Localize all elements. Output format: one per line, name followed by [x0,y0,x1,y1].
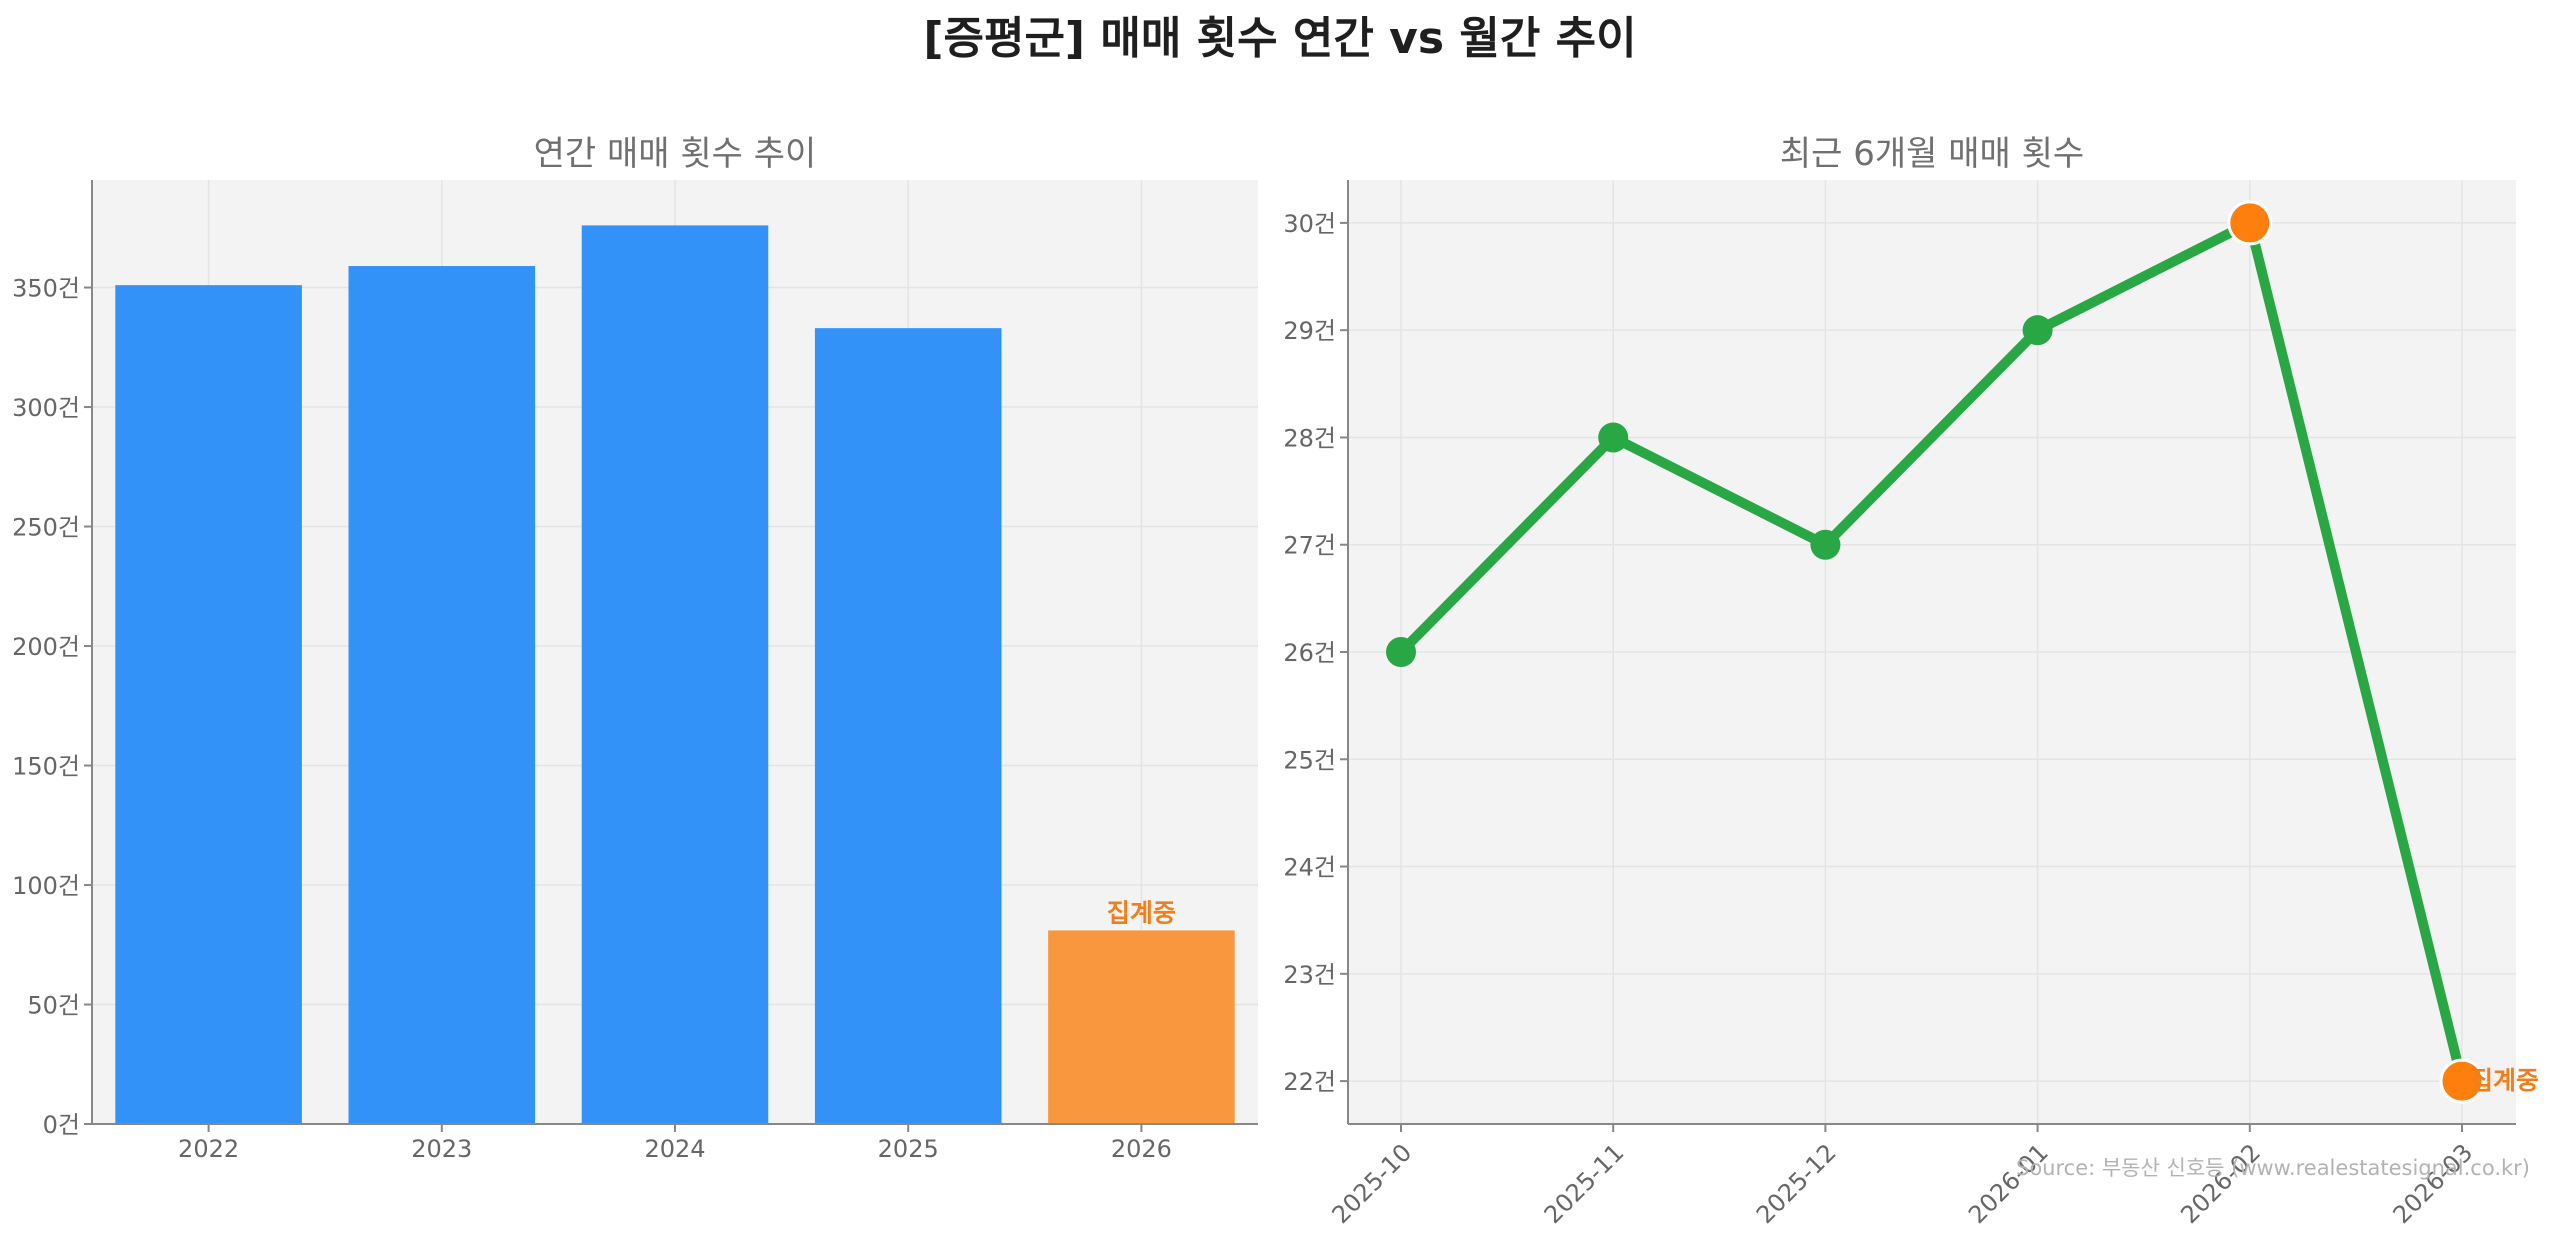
annual-x-tick-label: 2022 [178,1135,239,1163]
point-2026-03 [2439,1058,2485,1104]
annual-y-ticks: 0건 50건 100건 150건 200건 250건 300건 350건 [12,275,92,1139]
monthly-y-tick-label: 25건 [1283,746,1336,774]
annual-bars [115,225,1235,1125]
monthly-x-tick-label: 2025-10 [1327,1138,1418,1229]
annual-x-tick-label: 2025 [878,1135,939,1163]
annual-y-tick-label: 200건 [12,633,80,661]
page-title: [증평군] 매매 횟수 연간 vs 월간 추이 [923,13,1637,64]
annual-x-tick-label: 2026 [1111,1135,1172,1163]
point-2025-12 [1810,529,1841,560]
monthly-line-chart: 22건 23건 24건 25건 26건 27건 28건 29건 30건 2025-10 2025-… [1283,134,2539,1229]
annual-y-tick-label: 0건 [43,1111,80,1139]
monthly-x-tick-label: 2025-11 [1539,1138,1630,1229]
annual-x-ticks: 2022 2023 2024 2025 2026 [178,1124,1172,1163]
annual-in-progress-label: 집계중 [1107,898,1176,927]
source-credit: Source: 부동산 신호등 (www.realestatesignal.co… [2016,1156,2530,1180]
point-2025-10 [1386,637,1416,667]
annual-y-tick-label: 250건 [12,514,80,542]
monthly-y-tick-label: 22건 [1283,1068,1336,1096]
monthly-x-tick-label: 2026-01 [1963,1138,2054,1229]
annual-x-tick-label: 2023 [411,1135,472,1163]
monthly-y-tick-label: 23건 [1283,961,1336,989]
annual-x-tick-label: 2024 [644,1135,705,1163]
monthly-in-progress-label: 집계중 [2470,1066,2539,1095]
point-2026-01 [2022,315,2053,346]
annual-y-tick-label: 150건 [12,753,80,781]
monthly-y-ticks: 22건 23건 24건 25건 26건 27건 28건 29건 30건 [1283,210,1348,1096]
annual-y-tick-label: 50건 [27,992,80,1020]
monthly-y-tick-label: 30건 [1283,210,1336,238]
monthly-y-tick-label: 26건 [1283,639,1336,667]
monthly-points [1386,200,2485,1104]
monthly-chart-title: 최근 6개월 매매 횟수 [1780,134,2084,174]
monthly-x-tick-label: 2026-03 [2388,1138,2479,1229]
annual-y-tick-label: 100건 [12,872,80,900]
bar-2023 [348,266,536,1125]
monthly-series-line [1397,217,2467,1083]
annual-chart-title: 연간 매매 횟수 추이 [534,134,817,174]
monthly-y-tick-label: 24건 [1283,854,1336,882]
monthly-y-tick-label: 28건 [1283,424,1336,452]
annual-y-tick-label: 350건 [12,275,80,303]
monthly-x-tick-label: 2025-12 [1751,1138,1842,1229]
bar-2022 [115,285,302,1124]
bar-2025 [814,328,1002,1125]
monthly-x-tick-label: 2026-02 [2175,1138,2266,1229]
monthly-y-tick-label: 29건 [1283,317,1336,345]
bar-2024 [581,225,769,1124]
point-2026-02 [2227,200,2273,246]
monthly-y-tick-label: 27건 [1283,532,1336,560]
point-2025-11 [1598,422,1629,453]
annual-y-tick-label: 300건 [12,394,80,422]
bar-2026 [1048,930,1235,1124]
